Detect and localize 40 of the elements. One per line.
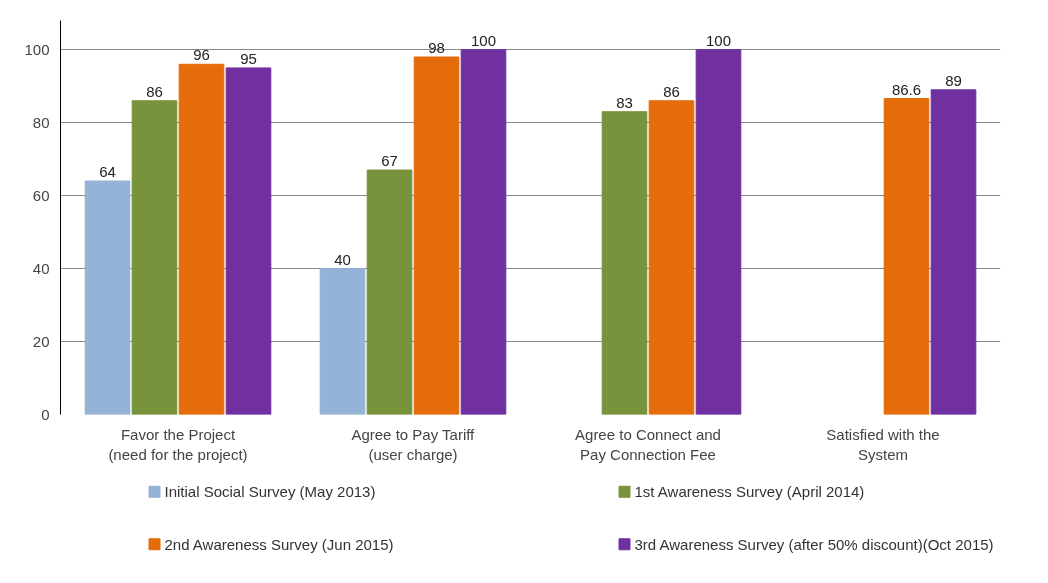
data-label: 86.6 <box>891 80 922 98</box>
data-label: 64 <box>99 163 116 181</box>
data-label: 100 <box>470 31 497 49</box>
bar <box>84 180 131 415</box>
bar <box>319 268 366 415</box>
data-label: 40 <box>334 250 351 268</box>
data-label: 89 <box>945 71 962 89</box>
legend-label: 1st Awareness Survey (April 2014) <box>634 483 865 501</box>
y-tick-label: 100 <box>24 40 50 58</box>
bar <box>178 63 225 415</box>
bar <box>883 98 930 415</box>
bar <box>131 100 178 415</box>
data-label: 96 <box>193 46 210 64</box>
legend-label: Initial Social Survey (May 2013) <box>164 483 376 501</box>
y-tick-label: 20 <box>32 332 50 350</box>
x-tick-label: Agree to Pay Tariff (user charge) <box>351 425 476 463</box>
bar <box>695 49 742 415</box>
y-tick-label: 0 <box>41 405 50 423</box>
bar <box>648 100 695 415</box>
data-label: 95 <box>240 49 257 67</box>
bar <box>366 169 413 415</box>
bar <box>225 67 272 415</box>
y-tick-label: 40 <box>32 259 50 277</box>
x-tick-label: Agree to Connect and Pay Connection Fee <box>575 425 721 463</box>
data-label: 86 <box>663 82 680 100</box>
data-label: 83 <box>616 93 633 111</box>
legend-label: 3rd Awareness Survey (after 50% discount)(Oct 2015) <box>634 535 994 553</box>
data-label: 67 <box>381 152 398 170</box>
x-tick-label: Satisfied with the System <box>826 425 940 463</box>
y-tick-label: 60 <box>32 186 50 204</box>
bar <box>930 89 977 415</box>
bar <box>601 111 648 415</box>
bar <box>413 56 460 415</box>
legend-label: 2nd Awareness Survey (Jun 2015) <box>164 535 394 553</box>
data-label: 100 <box>705 31 732 49</box>
bar <box>460 49 507 415</box>
data-label: 86 <box>146 82 163 100</box>
x-tick-label: Favor the Project (need for the project) <box>108 425 248 463</box>
data-label: 98 <box>428 38 445 56</box>
y-tick-label: 80 <box>32 113 50 131</box>
